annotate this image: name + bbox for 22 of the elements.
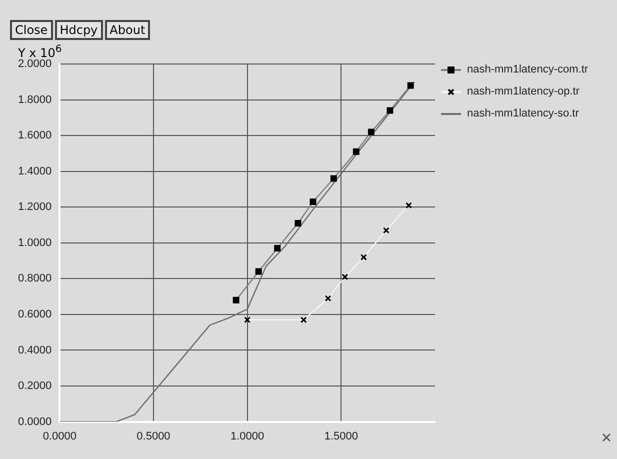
y-tick-label: 1.6000: [18, 130, 52, 142]
x-tick-label: 1.0000: [230, 430, 264, 442]
y-tick-label: 0.8000: [18, 272, 52, 285]
y-tick-label: 2.0000: [18, 58, 52, 70]
y-tick-label: 0.0000: [18, 416, 52, 428]
text: Close: [10, 20, 53, 40]
y-tick-label: 0.4000: [18, 344, 52, 356]
y-axis-title: Y x 10$^{6}$: [18, 44, 62, 60]
legend-label: nash-mm1latency-so.tr: [467, 108, 580, 120]
y-tick-label: 1.8000: [18, 94, 52, 106]
text: Hdcpy: [54, 20, 103, 40]
y-tick-label: 1.4000: [18, 165, 52, 178]
text: About: [104, 20, 150, 40]
x-tick-label: 0.0000: [42, 430, 76, 442]
legend-label: nash-mm1latency-com.tr: [467, 64, 588, 76]
x-tick-label: 1.5000: [324, 430, 358, 442]
y-tick-label: 0.6000: [18, 308, 52, 320]
y-tick-label: 0.2000: [18, 380, 52, 392]
y-tick-label: 1.0000: [18, 236, 52, 249]
x-tick-label: 0.5000: [136, 430, 170, 442]
legend-label: nash-mm1latency-op.tr: [467, 86, 580, 98]
y-tick-label: 1.2000: [18, 201, 52, 214]
